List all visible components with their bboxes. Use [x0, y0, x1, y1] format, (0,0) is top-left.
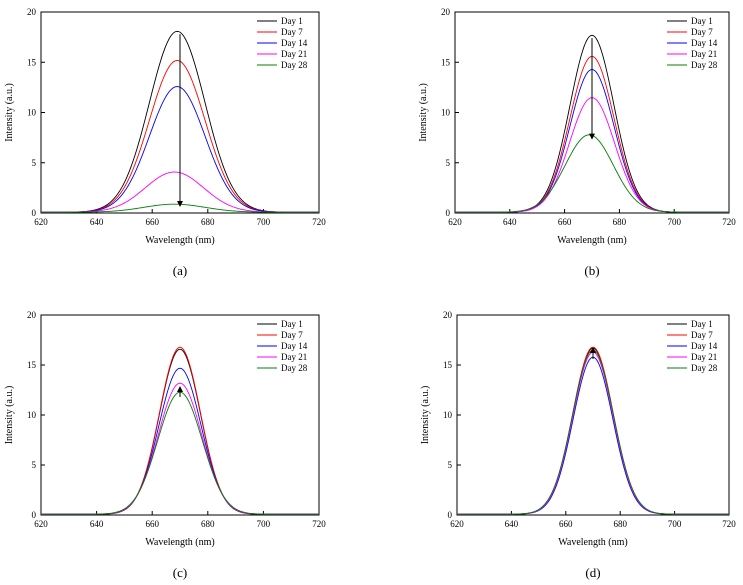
x-tick-label: 680 [201, 217, 215, 227]
x-tick-label: 680 [613, 519, 627, 529]
legend-label: Day 14 [281, 341, 308, 351]
legend-label: Day 21 [691, 49, 717, 59]
x-tick-label: 700 [668, 519, 682, 529]
chart-panel-b: 620 640 660 680 700 720 0 5 10 15 20 Wavelength (nm… [418, 7, 736, 278]
series-line-day-28 [455, 134, 729, 213]
series-line-day-1 [457, 347, 729, 515]
x-tick-label: 720 [312, 217, 326, 227]
x-tick-label: 640 [503, 217, 517, 227]
panel-caption: (b) [584, 263, 599, 278]
series-line-day-28 [41, 203, 319, 213]
x-axis-label: Wavelength (nm) [145, 235, 214, 246]
x-tick-label: 700 [257, 519, 271, 529]
x-tick-label: 660 [145, 519, 159, 529]
legend-label: Day 28 [691, 363, 718, 373]
x-tick-label: 720 [722, 519, 736, 529]
x-axis-label: Wavelength (nm) [557, 235, 626, 246]
y-tick-label: 20 [27, 7, 37, 17]
legend-label: Day 21 [691, 352, 717, 362]
y-tick-label: 5 [448, 460, 453, 470]
x-tick-label: 620 [34, 217, 48, 227]
y-tick-label: 10 [27, 108, 37, 118]
legend-label: Day 1 [691, 319, 713, 329]
panel-caption: (d) [585, 565, 600, 580]
y-tick-label: 5 [32, 460, 37, 470]
x-tick-label: 680 [201, 519, 215, 529]
y-tick-label: 15 [27, 57, 37, 67]
legend-label: Day 14 [691, 38, 718, 48]
x-tick-label: 660 [559, 519, 573, 529]
legend-label: Day 1 [281, 319, 303, 329]
series-line-day-1 [41, 348, 319, 515]
y-tick-label: 10 [443, 410, 453, 420]
legend-label: Day 28 [281, 60, 308, 70]
y-tick-label: 15 [27, 360, 37, 370]
chart-panel-d: 620 640 660 680 700 720 0 5 10 15 20 Wavelength (nm… [420, 310, 736, 580]
x-tick-label: 640 [90, 519, 104, 529]
plot-frame [40, 314, 320, 516]
x-tick-label: 660 [145, 217, 159, 227]
panel-caption: (a) [173, 263, 187, 278]
legend-label: Day 7 [281, 27, 303, 37]
series-line-day-21 [41, 382, 319, 515]
y-tick-label: 20 [27, 310, 37, 320]
y-axis-label: Intensity (a.u.) [418, 83, 429, 142]
legend-label: Day 7 [691, 27, 713, 37]
x-tick-label: 640 [505, 519, 519, 529]
chart-panel-c: 620 640 660 680 700 720 0 5 10 15 20 Wavelength (nm… [4, 310, 326, 580]
legend-label: Day 28 [281, 363, 308, 373]
series-line-day-7 [457, 346, 729, 515]
legend-label: Day 21 [281, 49, 307, 59]
x-tick-label: 720 [312, 519, 326, 529]
legend-label: Day 7 [281, 330, 303, 340]
x-tick-label: 720 [722, 217, 736, 227]
legend-label: Day 28 [691, 60, 718, 70]
x-tick-label: 620 [448, 217, 462, 227]
y-axis-label: Intensity (a.u.) [4, 83, 15, 142]
y-axis-label: Intensity (a.u.) [420, 386, 431, 445]
series-line-day-7 [41, 346, 319, 515]
legend-label: Day 21 [281, 352, 307, 362]
x-tick-label: 620 [450, 519, 464, 529]
y-tick-label: 10 [441, 108, 451, 118]
x-tick-label: 680 [613, 217, 627, 227]
x-tick-label: 660 [558, 217, 572, 227]
legend-label: Day 14 [691, 341, 718, 351]
y-tick-label: 15 [441, 57, 451, 67]
x-tick-label: 620 [34, 519, 48, 529]
legend-label: Day 7 [691, 330, 713, 340]
x-tick-label: 700 [667, 217, 681, 227]
y-tick-label: 15 [443, 360, 453, 370]
y-tick-label: 5 [32, 158, 37, 168]
chart-panel-a: 620 640 660 680 700 720 0 5 10 15 20 Wavelength (nm… [4, 7, 326, 278]
y-tick-label: 20 [443, 310, 453, 320]
y-tick-label: 5 [446, 158, 451, 168]
y-axis-label: Intensity (a.u.) [4, 386, 15, 445]
y-tick-label: 0 [32, 208, 37, 218]
x-tick-label: 700 [257, 217, 271, 227]
y-tick-label: 0 [32, 510, 37, 520]
plot-frame [456, 314, 730, 516]
y-tick-label: 10 [27, 410, 37, 420]
legend-label: Day 14 [281, 38, 308, 48]
series-line-day-14 [457, 356, 729, 515]
y-tick-label: 0 [448, 510, 453, 520]
legend-label: Day 1 [691, 16, 713, 26]
series-line-day-28 [41, 391, 319, 515]
series-line-day-28 [457, 349, 729, 515]
x-axis-label: Wavelength (nm) [145, 537, 214, 548]
legend-label: Day 1 [281, 16, 303, 26]
y-tick-label: 0 [446, 208, 451, 218]
y-tick-label: 20 [441, 7, 451, 17]
panel-caption: (c) [173, 565, 187, 580]
x-tick-label: 640 [90, 217, 104, 227]
series-line-day-21 [457, 351, 729, 515]
x-axis-label: Wavelength (nm) [558, 537, 627, 548]
